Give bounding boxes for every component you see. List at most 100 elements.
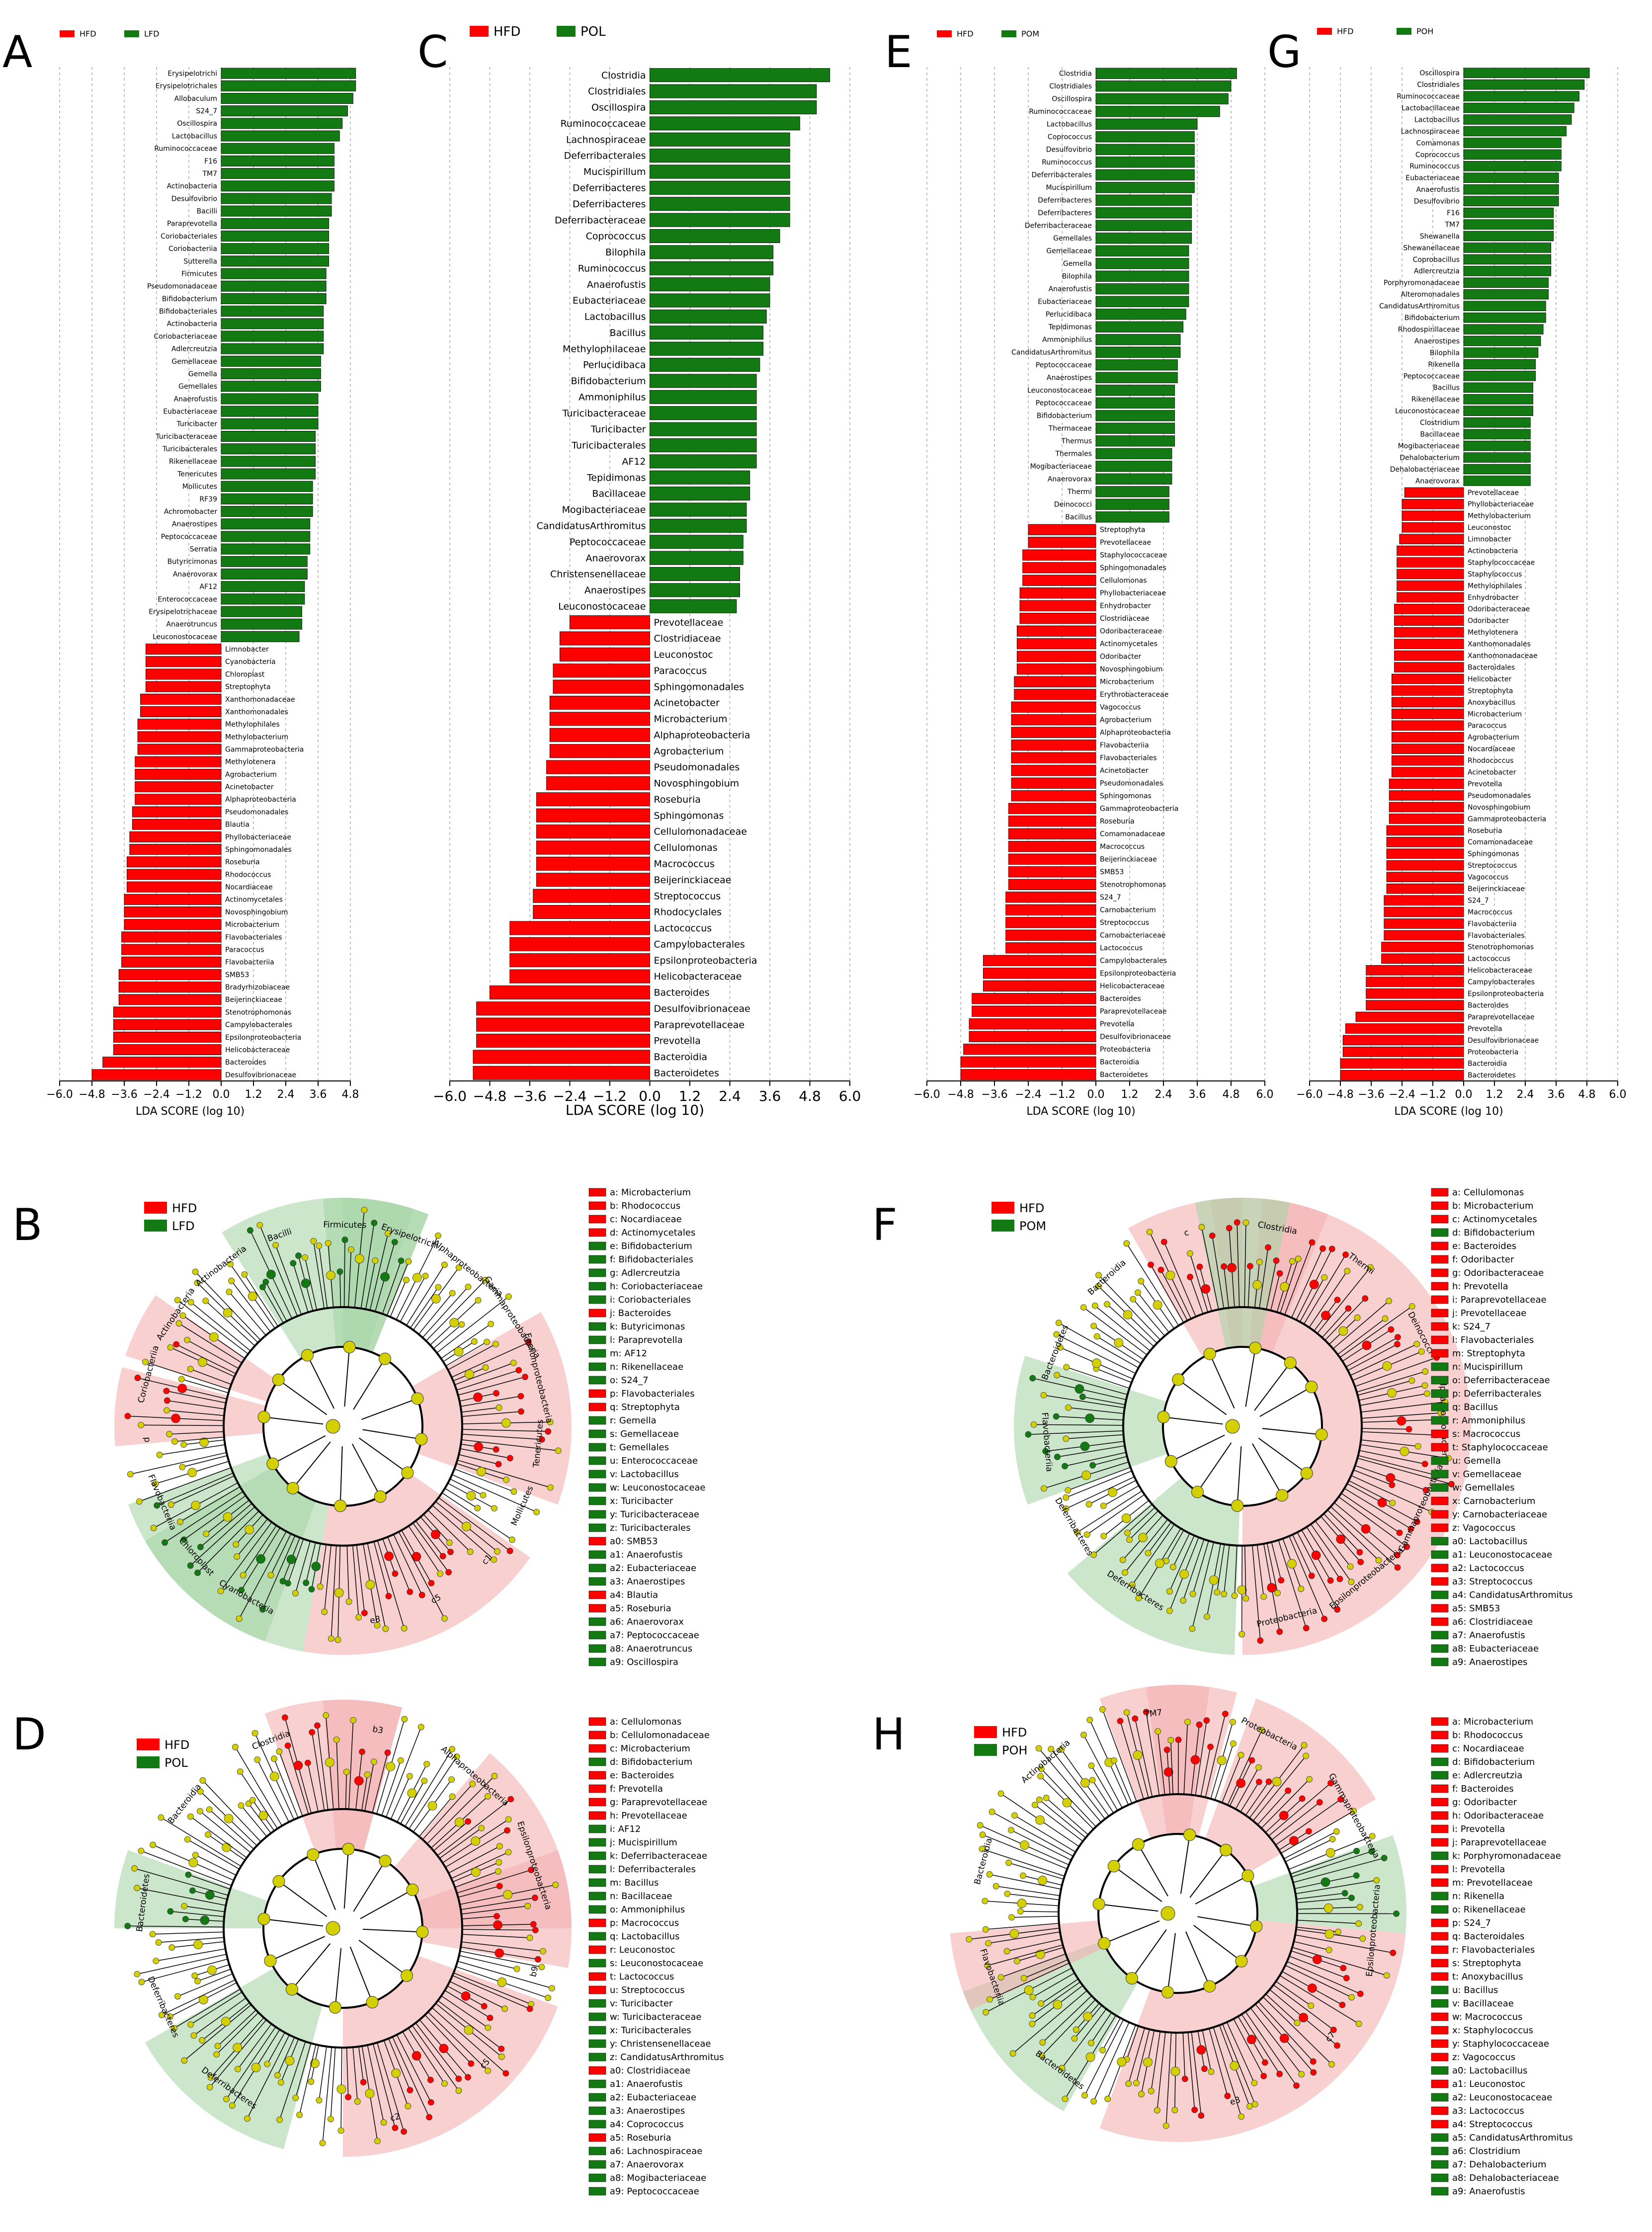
tip-node bbox=[152, 1480, 159, 1487]
tip-node bbox=[1037, 1773, 1044, 1780]
key-swatch bbox=[1431, 1188, 1449, 1197]
bar-G-green bbox=[1463, 359, 1536, 370]
bar-C-red bbox=[536, 792, 650, 807]
bar-A-green bbox=[221, 193, 332, 204]
key-item: y: Carnobacteriaceae bbox=[1452, 1509, 1547, 1520]
key-item: s: Streptophyta bbox=[1452, 1958, 1521, 1969]
legend-label: POH bbox=[1416, 27, 1433, 36]
branch bbox=[156, 1948, 226, 1962]
tip-node bbox=[1340, 1965, 1347, 1972]
tip-node bbox=[538, 1436, 545, 1443]
x-tick-label: 4.8 bbox=[342, 1088, 359, 1101]
tip-node bbox=[317, 1583, 324, 1590]
tip-node bbox=[547, 1418, 554, 1425]
tip-node bbox=[468, 2060, 475, 2067]
key-item: v: Gemellaceae bbox=[1452, 1469, 1521, 1480]
key-swatch bbox=[588, 1349, 606, 1358]
tip-node bbox=[493, 1341, 499, 1347]
bar-label: Chloroplast bbox=[225, 670, 265, 678]
bar-label: Anaerofustis bbox=[1416, 186, 1460, 194]
inner-node bbox=[454, 1347, 464, 1356]
branch bbox=[1007, 1893, 1060, 1901]
tip-node bbox=[508, 1536, 515, 1543]
tip-node bbox=[406, 1773, 413, 1780]
branch bbox=[982, 1848, 1065, 1877]
bar-label: Lactococcus bbox=[654, 923, 712, 934]
key-swatch bbox=[1431, 1483, 1449, 1492]
key-swatch bbox=[588, 1443, 606, 1452]
bar-C-red bbox=[546, 776, 650, 790]
tip-node bbox=[206, 2084, 213, 2091]
tip-node bbox=[164, 1397, 170, 1404]
bar-label: Macrococcus bbox=[1468, 909, 1512, 916]
tip-node bbox=[1129, 1581, 1136, 1588]
key-swatch bbox=[588, 1577, 606, 1586]
tip-node bbox=[1258, 1727, 1265, 1734]
branch bbox=[1163, 1241, 1196, 1317]
branch bbox=[365, 1260, 376, 1310]
phylum-node bbox=[1126, 1972, 1139, 1985]
tip-node bbox=[1008, 1826, 1014, 1833]
tip-node bbox=[1095, 1272, 1102, 1279]
tip-node bbox=[272, 1241, 279, 1248]
panel-letter: C bbox=[417, 26, 448, 78]
bar-G-green bbox=[1463, 231, 1554, 242]
tip-node bbox=[264, 2061, 271, 2067]
branch bbox=[1222, 1755, 1241, 1803]
phylum-node bbox=[1235, 1955, 1248, 1968]
tip-node bbox=[1248, 1757, 1255, 1764]
bar-E-red bbox=[1016, 663, 1096, 675]
bar-label: Perlucidibaca bbox=[583, 360, 646, 371]
bar-C-red bbox=[476, 1017, 650, 1032]
x-axis-title: LDA SCORE (log 10) bbox=[136, 1105, 245, 1118]
tip-node bbox=[1187, 1274, 1193, 1280]
tip-node bbox=[1203, 1717, 1210, 1724]
tip-node bbox=[316, 1242, 323, 1249]
bar-label: Erysipelotrichaceae bbox=[149, 608, 217, 616]
bar-G-green bbox=[1463, 324, 1544, 334]
key-item: c: Nocardiaceae bbox=[1452, 1743, 1524, 1754]
tip-node bbox=[149, 1931, 156, 1938]
tip-node bbox=[498, 2046, 505, 2052]
bar-A-red bbox=[102, 1057, 222, 1068]
branch bbox=[279, 2041, 306, 2120]
tip-node bbox=[1048, 1745, 1055, 1752]
tip-node bbox=[528, 1867, 535, 1873]
bar-label: Roseburia bbox=[225, 858, 260, 866]
legend-swatch-ctl bbox=[124, 30, 139, 37]
branch bbox=[161, 1817, 242, 1867]
branch bbox=[1284, 1242, 1313, 1315]
tip-node bbox=[1336, 1575, 1343, 1582]
inner-node bbox=[1377, 1498, 1387, 1507]
tip-node bbox=[1030, 1421, 1037, 1428]
spoke bbox=[292, 1441, 331, 1488]
bar-C-red bbox=[473, 1066, 650, 1080]
branch bbox=[1032, 1982, 1080, 2016]
inner-node bbox=[1121, 1513, 1131, 1523]
bar-label: SMB53 bbox=[225, 971, 249, 979]
bar-label: Proteobacteria bbox=[1100, 1046, 1151, 1054]
clade-label: Bacteroidia bbox=[1086, 1258, 1128, 1298]
bar-label: Beijerinckiaceae bbox=[225, 996, 282, 1004]
spoke bbox=[1185, 1931, 1210, 1987]
inner-node bbox=[1387, 1388, 1397, 1398]
branch bbox=[177, 1973, 233, 1997]
key-swatch bbox=[588, 1215, 606, 1224]
branch bbox=[1006, 1939, 1062, 1952]
branch bbox=[1292, 1947, 1387, 1976]
branch bbox=[1356, 1371, 1425, 1393]
bar-label: Comamonadaceae bbox=[1100, 830, 1165, 838]
phylum-node bbox=[1276, 1489, 1289, 1502]
key-item: a4: Streptococcus bbox=[1452, 2119, 1533, 2130]
tip-node bbox=[453, 1753, 460, 1760]
bar-label: Methylophilales bbox=[1468, 582, 1522, 590]
inner-node bbox=[1123, 1310, 1133, 1320]
key-swatch bbox=[1431, 1932, 1449, 1941]
branch bbox=[1113, 1760, 1133, 1804]
tip-node bbox=[244, 2115, 250, 2122]
key-swatch bbox=[1431, 1631, 1449, 1640]
tip-node bbox=[1413, 1518, 1420, 1525]
bar-label: S24_7 bbox=[196, 107, 217, 115]
branch bbox=[239, 1531, 287, 1619]
key-item: j: Paraprevotellaceae bbox=[1452, 1837, 1547, 1848]
